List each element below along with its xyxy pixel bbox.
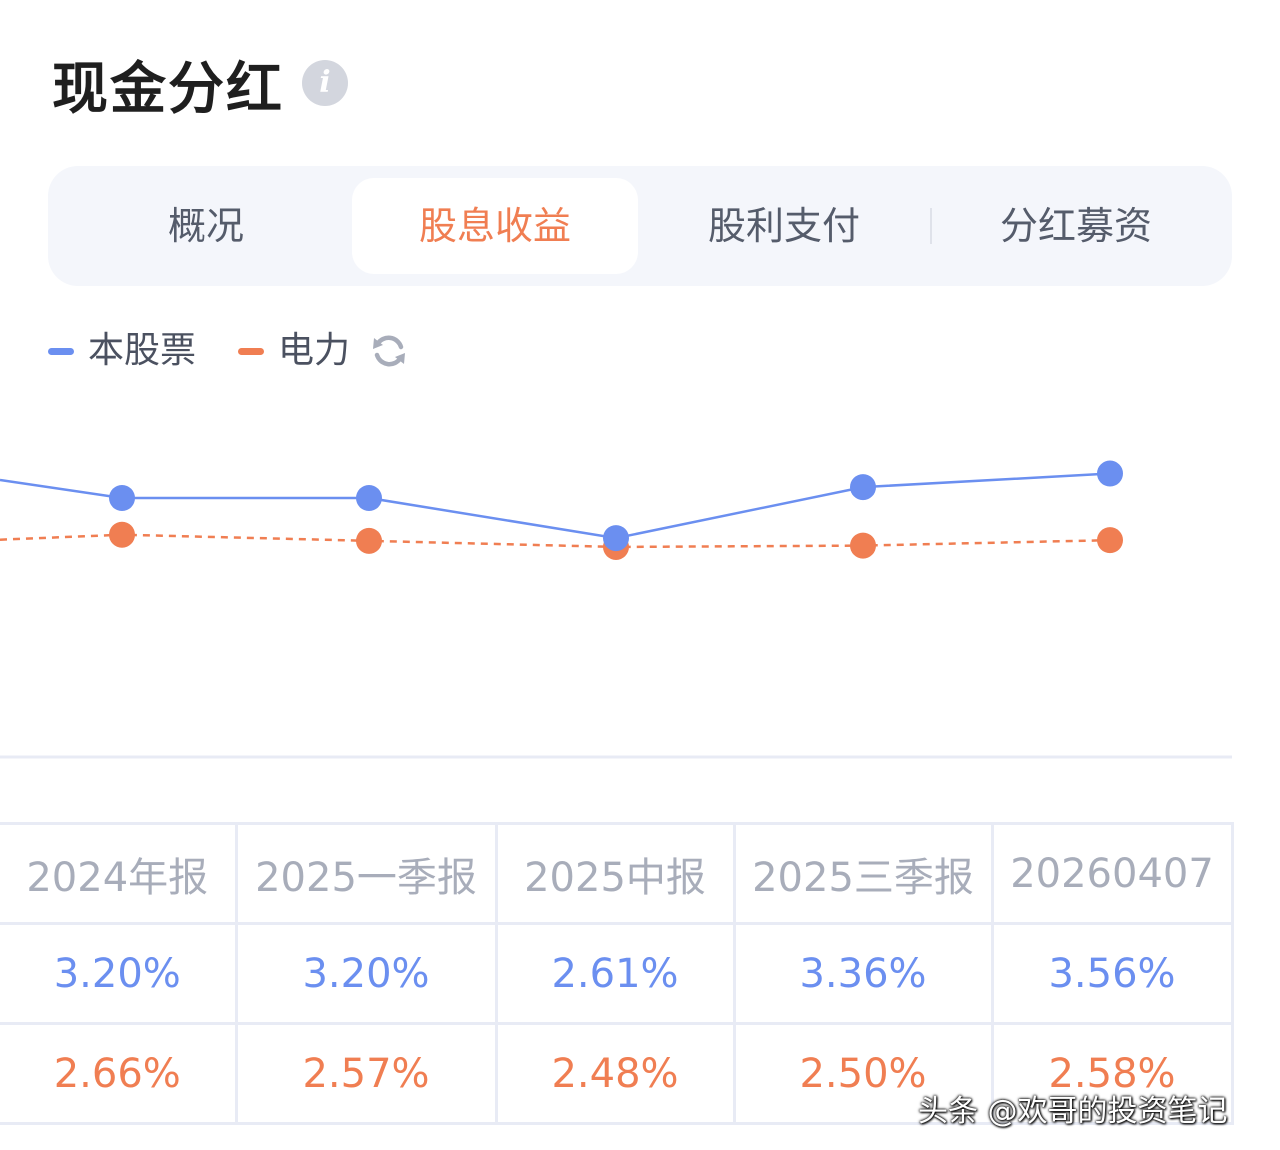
table-header-cell: 2025一季报	[234, 822, 498, 925]
table-header-cell: 2025中报	[494, 822, 736, 925]
table-cell: 2.50%	[732, 1022, 994, 1125]
table-cell: 2.48%	[494, 1022, 736, 1125]
table-header-cell: 20260407	[990, 822, 1234, 925]
watermark: 头条 @欢哥的投资笔记	[918, 1094, 1228, 1129]
data-point-industry[interactable]	[356, 527, 382, 554]
table-cell: 3.20%	[234, 922, 498, 1025]
tab-dividend-yield[interactable]: 股息收益	[352, 178, 638, 274]
table-cell: 2.57%	[234, 1022, 498, 1125]
series-layer	[0, 460, 1123, 560]
table-cell: 2.58%	[990, 1022, 1234, 1125]
page-title: 现金分红	[52, 57, 284, 122]
table-header-cell: 2024年报	[0, 822, 238, 925]
legend-swatch-industry	[238, 348, 264, 355]
table-header-row: 2024年报 2025一季报 2025中报 2025三季报 20260407	[0, 822, 1234, 925]
tab-overview[interactable]: 概况	[167, 204, 244, 248]
tab-bar: 概况 股息收益 股利支付 分红募资	[48, 166, 1232, 286]
series-line-stock	[0, 472, 1111, 540]
series-line-industry	[0, 533, 1111, 549]
table-header-cell: 2025三季报	[732, 822, 994, 925]
data-point-stock[interactable]	[850, 474, 876, 501]
tab-dividend-payout[interactable]: 股利支付	[707, 204, 860, 248]
table-cell: 3.56%	[990, 922, 1234, 1025]
data-point-industry[interactable]	[109, 521, 135, 548]
data-point-stock[interactable]	[356, 485, 382, 511]
info-icon[interactable]: i	[302, 60, 348, 106]
tab-divider	[930, 208, 932, 244]
tab-dividend-financing[interactable]: 分红募资	[999, 204, 1152, 248]
data-point-industry[interactable]	[850, 532, 876, 559]
data-point-industry[interactable]	[1097, 527, 1123, 554]
legend-label-stock: 本股票	[88, 330, 197, 371]
table-cell: 2.61%	[494, 922, 736, 1025]
legend-label-industry: 电力	[278, 330, 351, 371]
refresh-icon[interactable]	[370, 332, 408, 370]
table-cell: 2.66%	[0, 1022, 238, 1125]
dividend-yield-chart	[0, 460, 1232, 759]
table-row-industry: 2.66% 2.57% 2.48% 2.50% 2.58%	[0, 1022, 1234, 1125]
data-point-stock[interactable]	[1097, 460, 1123, 487]
table-cell: 3.36%	[732, 922, 994, 1025]
dividend-yield-table: 2024年报 2025一季报 2025中报 2025三季报 20260407 3…	[0, 822, 1234, 1125]
data-point-stock[interactable]	[603, 525, 629, 552]
data-point-stock[interactable]	[109, 485, 135, 511]
table-row-stock: 3.20% 3.20% 2.61% 3.36% 3.56%	[0, 922, 1234, 1025]
table-cell: 3.20%	[0, 922, 238, 1025]
legend-swatch-stock	[48, 348, 74, 355]
